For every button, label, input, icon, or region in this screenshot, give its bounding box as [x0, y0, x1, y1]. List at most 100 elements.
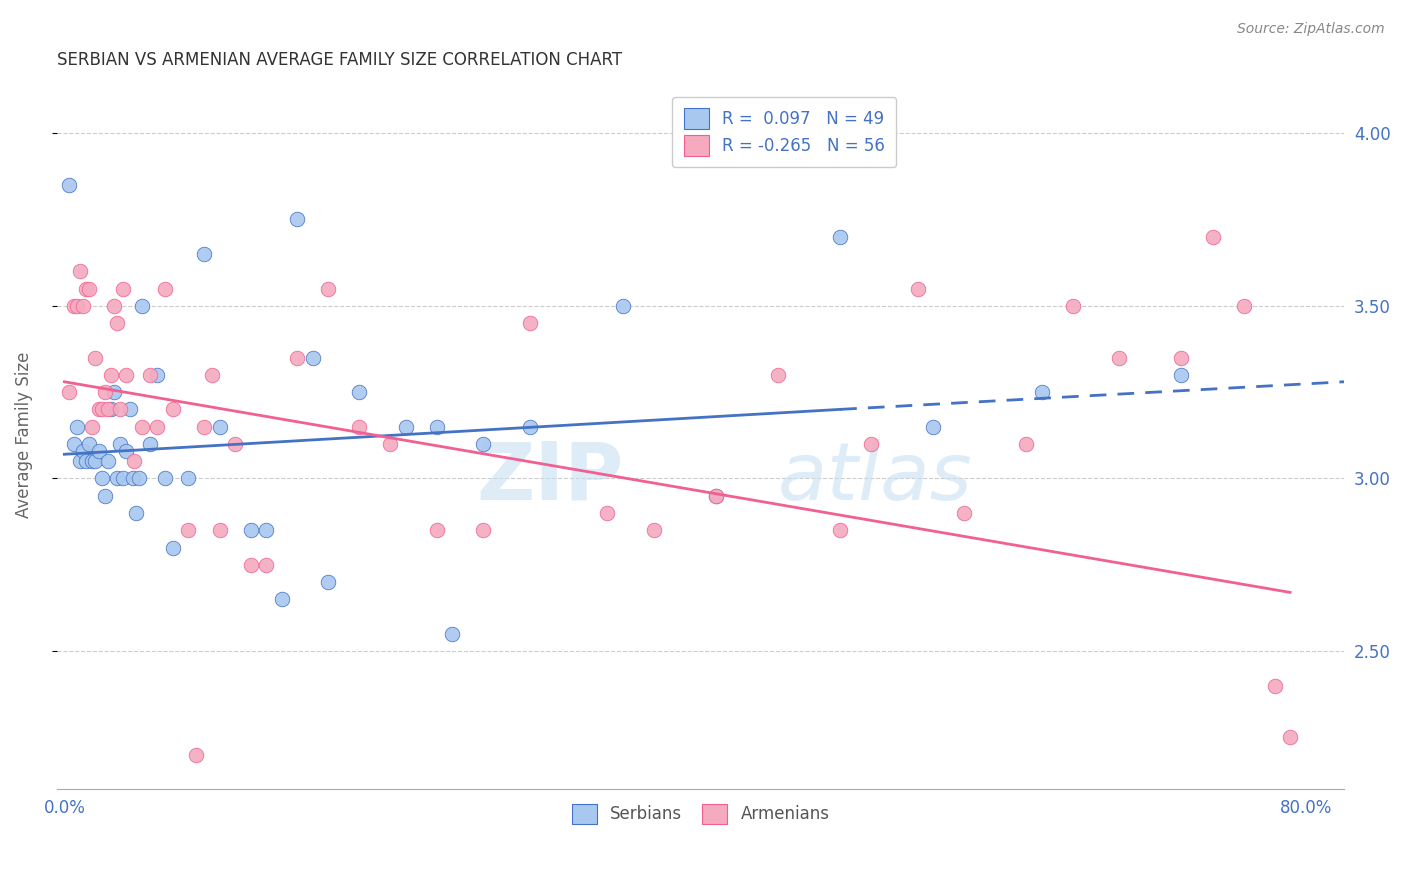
Point	[426, 419, 449, 434]
Point	[58, 178, 80, 192]
Point	[643, 523, 665, 537]
Point	[66, 299, 89, 313]
Point	[93, 489, 115, 503]
Point	[519, 316, 541, 330]
Point	[103, 385, 125, 400]
Text: Source: ZipAtlas.com: Source: ZipAtlas.com	[1237, 22, 1385, 37]
Point	[110, 437, 132, 451]
Legend: Serbians, Armenians: Serbians, Armenians	[561, 794, 839, 834]
Point	[208, 523, 231, 537]
Text: ZIP: ZIP	[477, 439, 623, 516]
Point	[1031, 385, 1053, 400]
Point	[186, 747, 208, 762]
Point	[1170, 368, 1192, 382]
Point	[131, 299, 153, 313]
Point	[87, 443, 110, 458]
Point	[97, 402, 120, 417]
Point	[347, 419, 370, 434]
Point	[766, 368, 789, 382]
Point	[193, 419, 215, 434]
Point	[69, 454, 91, 468]
Point	[1062, 299, 1084, 313]
Point	[128, 471, 150, 485]
Point	[125, 506, 148, 520]
Point	[1108, 351, 1130, 365]
Point	[100, 402, 122, 417]
Point	[704, 489, 727, 503]
Point	[193, 247, 215, 261]
Point	[1170, 351, 1192, 365]
Point	[105, 471, 128, 485]
Point	[77, 281, 100, 295]
Y-axis label: Average Family Size: Average Family Size	[15, 352, 32, 518]
Point	[115, 368, 138, 382]
Point	[347, 385, 370, 400]
Point	[138, 437, 160, 451]
Point	[138, 368, 160, 382]
Point	[77, 437, 100, 451]
Point	[1201, 229, 1223, 244]
Point	[90, 471, 112, 485]
Point	[612, 299, 634, 313]
Point	[1264, 679, 1286, 693]
Point	[208, 419, 231, 434]
Point	[105, 316, 128, 330]
Point	[316, 281, 339, 295]
Point	[162, 541, 184, 555]
Point	[472, 437, 495, 451]
Point	[118, 402, 141, 417]
Text: SERBIAN VS ARMENIAN AVERAGE FAMILY SIZE CORRELATION CHART: SERBIAN VS ARMENIAN AVERAGE FAMILY SIZE …	[56, 51, 621, 69]
Point	[87, 402, 110, 417]
Point	[201, 368, 224, 382]
Point	[155, 471, 177, 485]
Point	[301, 351, 323, 365]
Point	[162, 402, 184, 417]
Point	[103, 299, 125, 313]
Point	[426, 523, 449, 537]
Point	[596, 506, 619, 520]
Point	[270, 592, 292, 607]
Text: atlas: atlas	[778, 439, 973, 516]
Point	[860, 437, 883, 451]
Point	[62, 437, 84, 451]
Point	[704, 489, 727, 503]
Point	[84, 454, 107, 468]
Point	[121, 471, 143, 485]
Point	[112, 471, 135, 485]
Point	[380, 437, 402, 451]
Point	[254, 558, 277, 572]
Point	[239, 558, 262, 572]
Point	[441, 627, 464, 641]
Point	[224, 437, 246, 451]
Point	[519, 419, 541, 434]
Point	[62, 299, 84, 313]
Point	[110, 402, 132, 417]
Point	[285, 212, 308, 227]
Point	[1279, 731, 1302, 745]
Point	[131, 419, 153, 434]
Point	[112, 281, 135, 295]
Point	[239, 523, 262, 537]
Point	[472, 523, 495, 537]
Point	[1015, 437, 1038, 451]
Point	[907, 281, 929, 295]
Point	[155, 281, 177, 295]
Point	[82, 419, 104, 434]
Point	[285, 351, 308, 365]
Point	[69, 264, 91, 278]
Point	[146, 419, 169, 434]
Point	[177, 471, 200, 485]
Point	[75, 454, 97, 468]
Point	[97, 454, 120, 468]
Point	[177, 523, 200, 537]
Point	[93, 385, 115, 400]
Point	[115, 443, 138, 458]
Point	[922, 419, 945, 434]
Point	[72, 443, 94, 458]
Point	[72, 299, 94, 313]
Point	[316, 575, 339, 590]
Point	[395, 419, 418, 434]
Point	[66, 419, 89, 434]
Point	[1232, 299, 1254, 313]
Point	[830, 523, 852, 537]
